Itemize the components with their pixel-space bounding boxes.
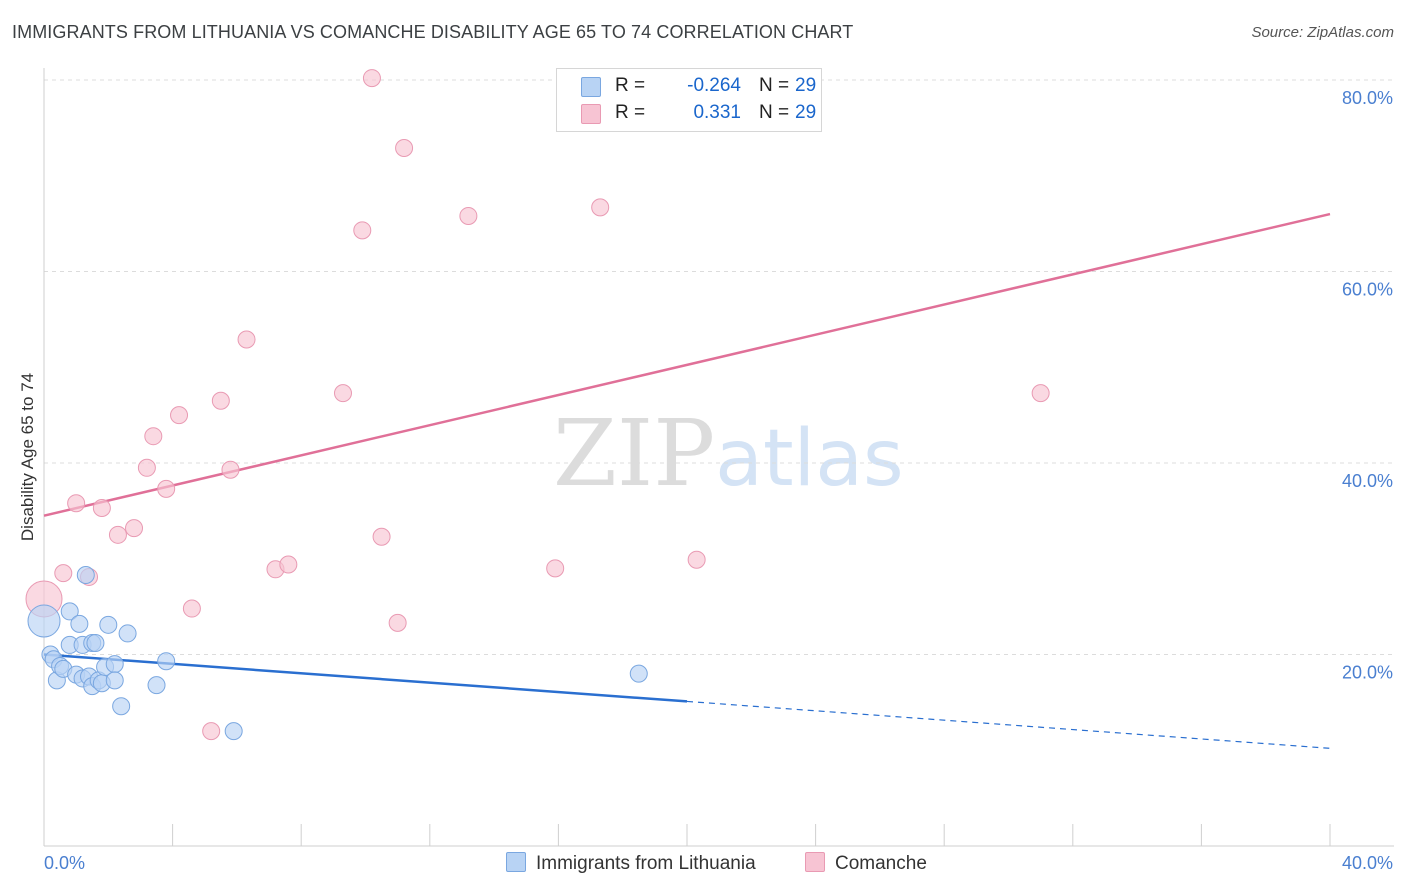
stats-legend: R = -0.264 N = 29 R = 0.331 N = 29 — [556, 68, 822, 132]
y-axis-title: Disability Age 65 to 74 — [18, 373, 37, 541]
trend-lines — [43, 212, 1331, 749]
comanche-point — [211, 391, 230, 410]
watermark: ZIPatlas — [553, 400, 904, 507]
x-tick-label: 0.0% — [44, 853, 85, 873]
comanche-point — [170, 406, 189, 425]
y-tick-label: 20.0% — [1342, 663, 1393, 683]
legend-swatch-comanche — [581, 104, 601, 124]
gridlines — [44, 79, 1394, 655]
legend-n-value: 29 — [795, 75, 817, 96]
comanche-point — [125, 519, 144, 538]
lithuania-point — [76, 566, 95, 585]
chart-title: IMMIGRANTS FROM LITHUANIA VS COMANCHE DI… — [12, 22, 854, 42]
lithuania-trend-line — [43, 653, 688, 703]
x-tick-label: 40.0% — [1342, 853, 1393, 873]
comanche-point — [182, 599, 201, 618]
comanche-point — [157, 479, 176, 498]
comanche-point — [353, 221, 372, 240]
comanche-point — [362, 69, 381, 88]
comanche-point — [144, 427, 163, 446]
comanche-point — [137, 458, 156, 477]
comanche-point — [591, 198, 610, 217]
legend-label-comanche: Comanche — [835, 853, 927, 874]
legend-swatch-comanche — [805, 852, 825, 872]
comanche-point — [202, 722, 221, 741]
lithuania-point — [112, 697, 131, 716]
comanche-point — [687, 550, 706, 569]
comanche-point — [54, 564, 73, 583]
lithuania-point — [118, 624, 137, 643]
comanche-point — [372, 527, 391, 546]
comanche-point — [279, 555, 298, 574]
comanche-point — [67, 494, 86, 513]
comanche-point — [92, 499, 111, 518]
legend-r-value: -0.264 — [687, 75, 741, 96]
legend-n-value: 29 — [795, 102, 817, 123]
lithuania-point — [629, 664, 648, 683]
comanche-point — [108, 525, 127, 544]
legend-item-comanche: Comanche — [805, 852, 927, 875]
legend-n-label: N = — [759, 75, 790, 96]
comanche-point — [333, 384, 352, 403]
legend-r-value: 0.331 — [693, 102, 741, 123]
tick-labels: 80.0% 60.0% 40.0% 20.0% 0.0% 40.0% — [44, 88, 1393, 873]
comanche-point — [1031, 384, 1050, 403]
watermark-atlas: atlas — [715, 414, 904, 504]
legend-n-label: N = — [759, 102, 790, 123]
comanche-point — [388, 613, 407, 632]
lithuania-point — [60, 602, 79, 621]
lithuania-point — [224, 722, 243, 741]
comanche-point — [237, 330, 256, 349]
y-tick-label: 80.0% — [1342, 88, 1393, 108]
lithuania-point — [99, 615, 118, 634]
lithuania-point — [27, 604, 61, 638]
axes — [43, 68, 1394, 847]
comanche-trend-line — [43, 212, 1331, 517]
lithuania-point — [147, 676, 166, 695]
comanche-point — [395, 138, 414, 157]
lithuania-point — [70, 614, 89, 633]
data-points — [25, 69, 1050, 741]
comanche-point — [221, 460, 240, 479]
lithuania-point — [105, 655, 124, 674]
source-label: Source: ZipAtlas.com — [1251, 24, 1394, 41]
lithuania-point — [86, 634, 105, 653]
comanche-point — [459, 206, 478, 225]
lithuania-point — [105, 671, 124, 690]
lithuania-trend-extension — [686, 700, 1331, 749]
legend-item-lithuania: Immigrants from Lithuania — [506, 852, 756, 875]
lithuania-point — [157, 652, 176, 671]
legend-r-label: R = — [615, 75, 646, 96]
y-tick-label: 60.0% — [1342, 280, 1393, 300]
watermark-zip: ZIP — [553, 400, 716, 507]
y-tick-label: 40.0% — [1342, 471, 1393, 491]
legend-swatch-lithuania — [506, 852, 526, 872]
legend-r-label: R = — [615, 102, 646, 123]
comanche-point — [546, 559, 565, 578]
legend-label-lithuania: Immigrants from Lithuania — [536, 853, 756, 874]
legend-swatch-lithuania — [581, 77, 601, 97]
